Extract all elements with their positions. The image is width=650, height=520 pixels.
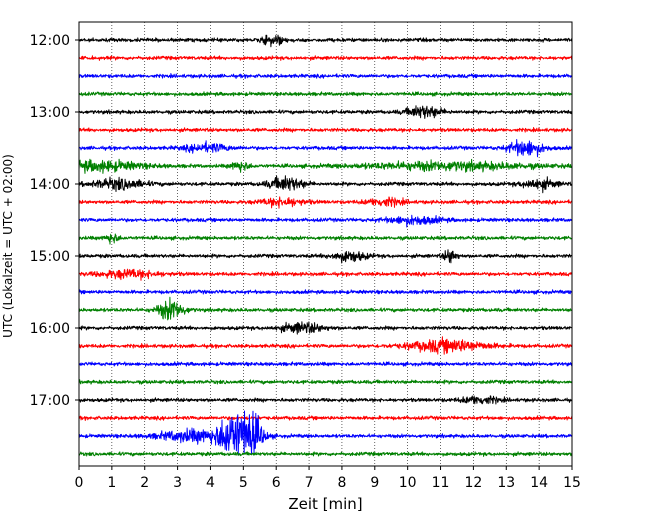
x-tick-label: 9: [370, 475, 379, 491]
y-tick-label: 13:00: [30, 105, 70, 121]
y-tick-label: 14:00: [30, 177, 70, 193]
trace-line: [78, 73, 573, 79]
x-tick-label: 5: [239, 475, 248, 491]
x-tick-label: 15: [563, 475, 581, 491]
x-axis-ticks: 0 1 2 3 4 5 6 7 8 9 10 11 12 13 14 15: [75, 466, 581, 491]
grid-lines: [111, 22, 540, 466]
trace-line: [78, 105, 573, 119]
trace-line: [78, 379, 573, 385]
trace-line: [78, 415, 573, 421]
x-tick-label: 10: [399, 475, 417, 491]
trace-line: [78, 296, 573, 321]
y-tick-label: 12:00: [30, 33, 70, 49]
y-axis-ticks: 12:00 13:00 14:00 15:00 16:00 17:00: [30, 33, 79, 409]
trace-line: [78, 336, 573, 355]
x-tick-label: 1: [107, 475, 116, 491]
trace-line: [78, 233, 573, 245]
x-tick-label: 11: [432, 475, 450, 491]
trace-line: [78, 55, 573, 61]
seismic-traces: [78, 34, 573, 457]
y-tick-label: 17:00: [30, 393, 70, 409]
y-axis-label: UTC (Lokalzeit = UTC + 02:00): [1, 154, 15, 338]
trace-line: [78, 34, 573, 48]
plot-frame: [78, 21, 573, 467]
trace-line: [78, 451, 573, 457]
trace-line: [78, 91, 573, 97]
x-tick-label: 13: [497, 475, 515, 491]
trace-line: [78, 196, 573, 209]
y-tick-label: 15:00: [30, 249, 70, 265]
trace-line: [78, 410, 573, 456]
trace-line: [78, 321, 573, 335]
x-tick-label: 12: [464, 475, 482, 491]
trace-line: [78, 361, 573, 367]
trace-line: [78, 268, 573, 281]
trace-line: [78, 175, 573, 194]
x-axis-label: Zeit [min]: [288, 495, 362, 513]
trace-line: [78, 395, 573, 405]
x-tick-label: 3: [173, 475, 182, 491]
trace-line: [78, 289, 573, 295]
y-tick-label: 16:00: [30, 321, 70, 337]
trace-line: [78, 214, 573, 228]
trace-line: [78, 139, 573, 158]
x-tick-label: 7: [305, 475, 314, 491]
x-tick-label: 14: [530, 475, 548, 491]
x-tick-label: 8: [337, 475, 346, 491]
x-tick-label: 4: [206, 475, 215, 491]
x-tick-label: 6: [272, 475, 281, 491]
trace-line: [78, 158, 573, 174]
trace-line: [78, 249, 573, 264]
trace-line: [78, 127, 573, 133]
x-tick-label: 2: [140, 475, 149, 491]
x-tick-label: 0: [75, 475, 84, 491]
